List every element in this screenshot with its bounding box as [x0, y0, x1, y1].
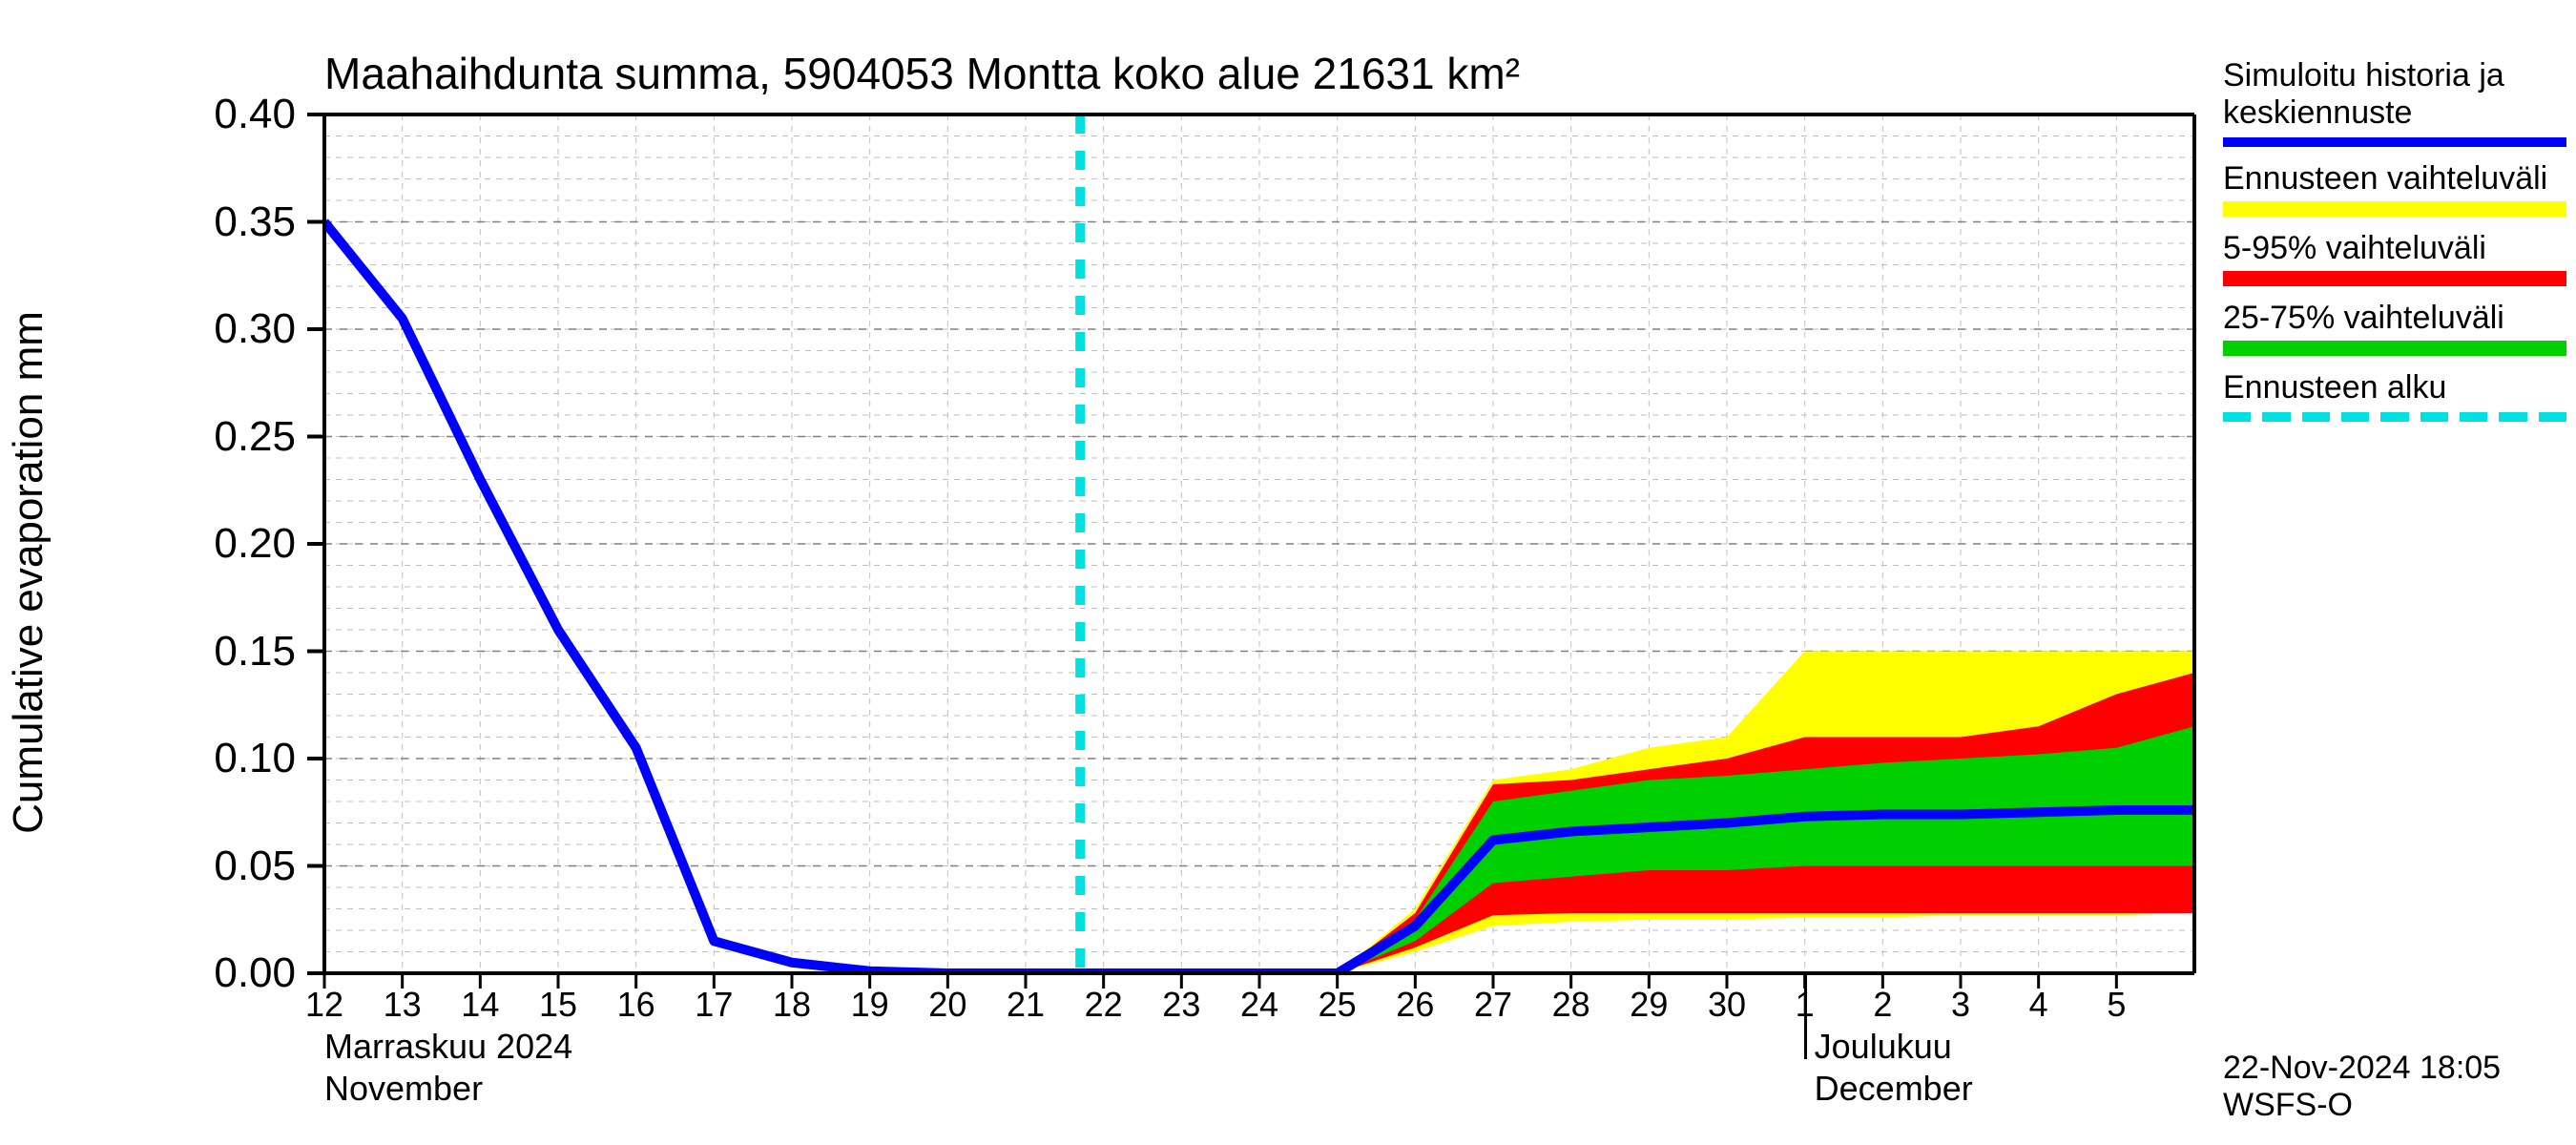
x-tick-label: 3: [1951, 985, 1970, 1025]
y-tick-label: 0.40: [162, 91, 296, 138]
y-tick-label: 0.25: [162, 413, 296, 461]
month-label: Joulukuu: [1815, 1027, 1952, 1067]
x-tick-label: 26: [1396, 985, 1434, 1025]
month-separator: [1804, 973, 1807, 1059]
legend-swatch-bar: [2223, 341, 2566, 356]
legend-label: 25-75% vaihteluväli: [2223, 300, 2566, 337]
x-tick-label: 21: [1007, 985, 1045, 1025]
x-tick-label: 15: [539, 985, 577, 1025]
x-tick-label: 24: [1240, 985, 1278, 1025]
x-tick-label: 22: [1085, 985, 1123, 1025]
legend-label: Ennusteen vaihteluväli: [2223, 160, 2566, 198]
footer-timestamp: 22-Nov-2024 18:05 WSFS-O: [2223, 1050, 2576, 1124]
legend-item: Ennusteen vaihteluväli: [2223, 160, 2566, 217]
x-tick-label: 27: [1474, 985, 1512, 1025]
legend-label: 5-95% vaihteluväli: [2223, 230, 2566, 267]
legend-swatch-bar: [2223, 271, 2566, 286]
legend-item: Ennusteen alku: [2223, 369, 2566, 422]
x-tick-label: 4: [2029, 985, 2048, 1025]
y-tick-label: 0.20: [162, 520, 296, 568]
chart-svg: [0, 0, 2576, 1145]
month-label: December: [1815, 1069, 1973, 1109]
x-tick-label: 23: [1162, 985, 1200, 1025]
y-tick-label: 0.10: [162, 735, 296, 782]
x-tick-label: 20: [928, 985, 966, 1025]
x-tick-label: 19: [851, 985, 889, 1025]
x-tick-label: 5: [2107, 985, 2126, 1025]
legend: Simuloitu historia jakeskiennuste Ennuste…: [2223, 57, 2566, 435]
x-tick-label: 17: [695, 985, 733, 1025]
y-tick-label: 0.05: [162, 843, 296, 890]
legend-item: 25-75% vaihteluväli: [2223, 300, 2566, 356]
legend-label: Ennusteen alku: [2223, 369, 2566, 406]
x-tick-label: 16: [617, 985, 655, 1025]
y-tick-label: 0.30: [162, 305, 296, 353]
legend-item: Simuloitu historia jakeskiennuste: [2223, 57, 2566, 147]
legend-swatch-bar: [2223, 201, 2566, 217]
legend-swatch-line: [2223, 137, 2566, 147]
x-tick-label: 18: [773, 985, 811, 1025]
x-tick-label: 13: [384, 985, 422, 1025]
legend-label: Simuloitu historia ja: [2223, 57, 2566, 94]
legend-swatch-dash: [2223, 412, 2566, 422]
x-tick-label: 12: [305, 985, 343, 1025]
chart-container: Maahaihdunta summa, 5904053 Montta koko …: [0, 0, 2576, 1145]
x-tick-label: 25: [1319, 985, 1357, 1025]
month-label: Marraskuu 2024: [324, 1027, 572, 1067]
month-label: November: [324, 1069, 483, 1109]
legend-label: keskiennuste: [2223, 94, 2566, 132]
legend-item: 5-95% vaihteluväli: [2223, 230, 2566, 286]
y-tick-label: 0.15: [162, 628, 296, 676]
x-tick-label: 30: [1708, 985, 1746, 1025]
y-tick-label: 0.35: [162, 198, 296, 246]
x-tick-label: 28: [1552, 985, 1590, 1025]
x-tick-label: 2: [1873, 985, 1892, 1025]
x-tick-label: 14: [461, 985, 499, 1025]
y-tick-label: 0.00: [162, 949, 296, 997]
x-tick-label: 29: [1630, 985, 1668, 1025]
